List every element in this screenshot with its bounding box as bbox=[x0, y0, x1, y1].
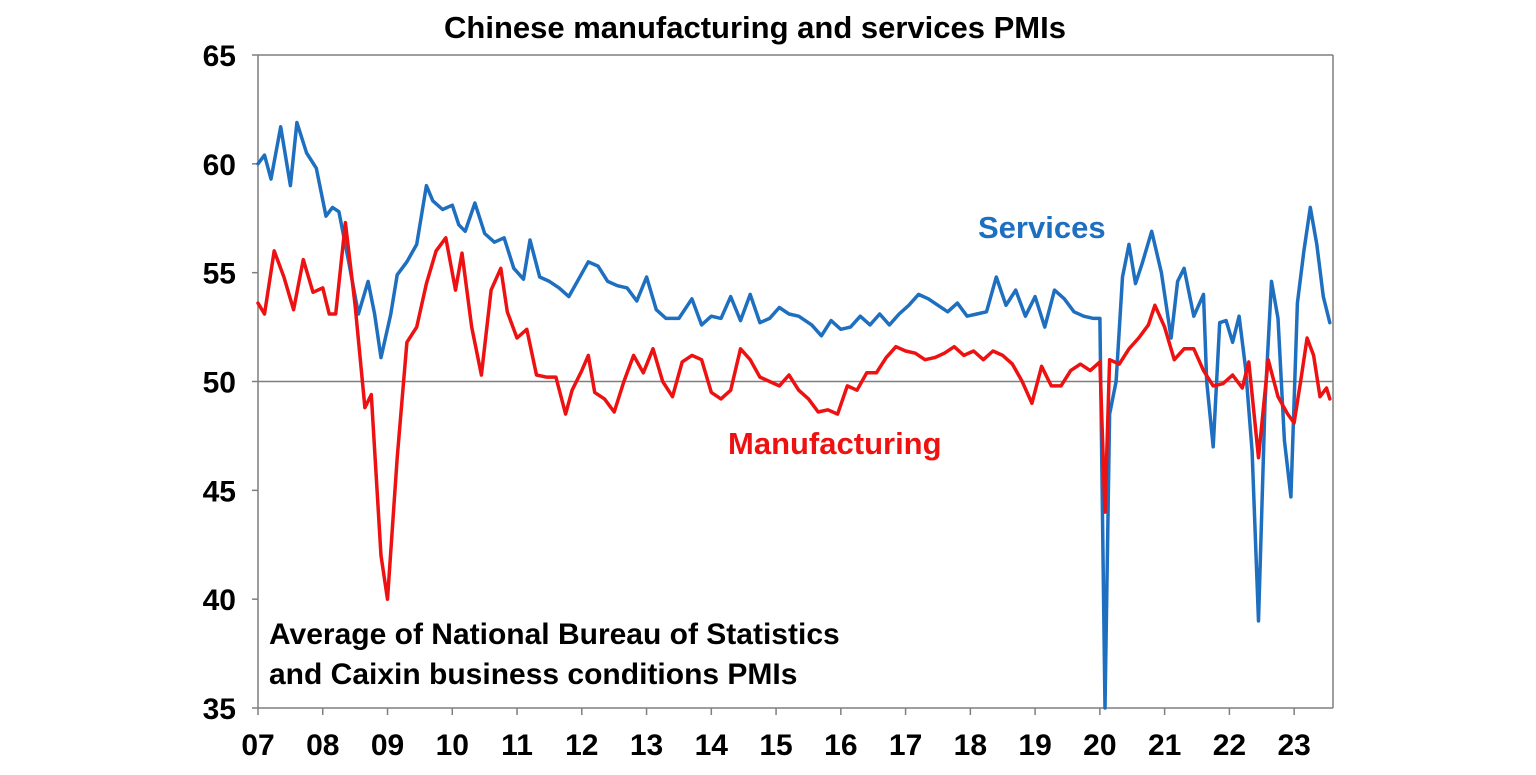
x-tick-label: 15 bbox=[759, 729, 792, 762]
x-tick-label: 09 bbox=[371, 729, 404, 762]
x-tick-label: 13 bbox=[630, 729, 663, 762]
chart-note-line-2: and Caixin business conditions PMIs bbox=[269, 658, 797, 691]
x-tick-label: 14 bbox=[695, 729, 729, 762]
x-tick-label: 07 bbox=[241, 729, 274, 762]
x-tick-label: 21 bbox=[1148, 729, 1181, 762]
series-label-manufacturing: Manufacturing bbox=[728, 426, 942, 461]
x-tick-label: 08 bbox=[306, 729, 339, 762]
series-line-manufacturing bbox=[256, 220, 1332, 601]
x-tick-label: 18 bbox=[954, 729, 987, 762]
y-tick-label: 35 bbox=[203, 693, 236, 726]
y-tick-label: 45 bbox=[203, 475, 236, 508]
y-tick-label: 60 bbox=[203, 149, 236, 182]
x-tick-label: 20 bbox=[1083, 729, 1116, 762]
x-tick-label: 19 bbox=[1018, 729, 1051, 762]
x-tick-label: 22 bbox=[1213, 729, 1246, 762]
series-group bbox=[256, 120, 1332, 710]
x-tick-label: 23 bbox=[1277, 729, 1310, 762]
x-tick-label: 17 bbox=[889, 729, 922, 762]
y-tick-label: 55 bbox=[203, 258, 236, 291]
plot-area bbox=[257, 54, 1334, 709]
x-tick-label: 11 bbox=[501, 729, 533, 762]
chart-title: Chinese manufacturing and services PMIs bbox=[444, 10, 1066, 45]
x-axis-ticks: 07 08 09 10 11 12 13 14 15 16 17 18 19 20 21 22 23 bbox=[241, 708, 1311, 762]
x-tick-label: 12 bbox=[565, 729, 598, 762]
series-line-services bbox=[256, 120, 1332, 710]
series-label-services: Services bbox=[978, 210, 1106, 245]
x-tick-label: 10 bbox=[436, 729, 469, 762]
y-tick-label: 50 bbox=[203, 367, 236, 400]
x-tick-label: 16 bbox=[824, 729, 857, 762]
chart-note-line-1: Average of National Bureau of Statistics bbox=[269, 618, 840, 651]
y-tick-label: 65 bbox=[203, 40, 236, 73]
y-axis-ticks: 35 40 45 50 55 60 65 bbox=[203, 40, 258, 726]
y-tick-label: 40 bbox=[203, 584, 236, 617]
